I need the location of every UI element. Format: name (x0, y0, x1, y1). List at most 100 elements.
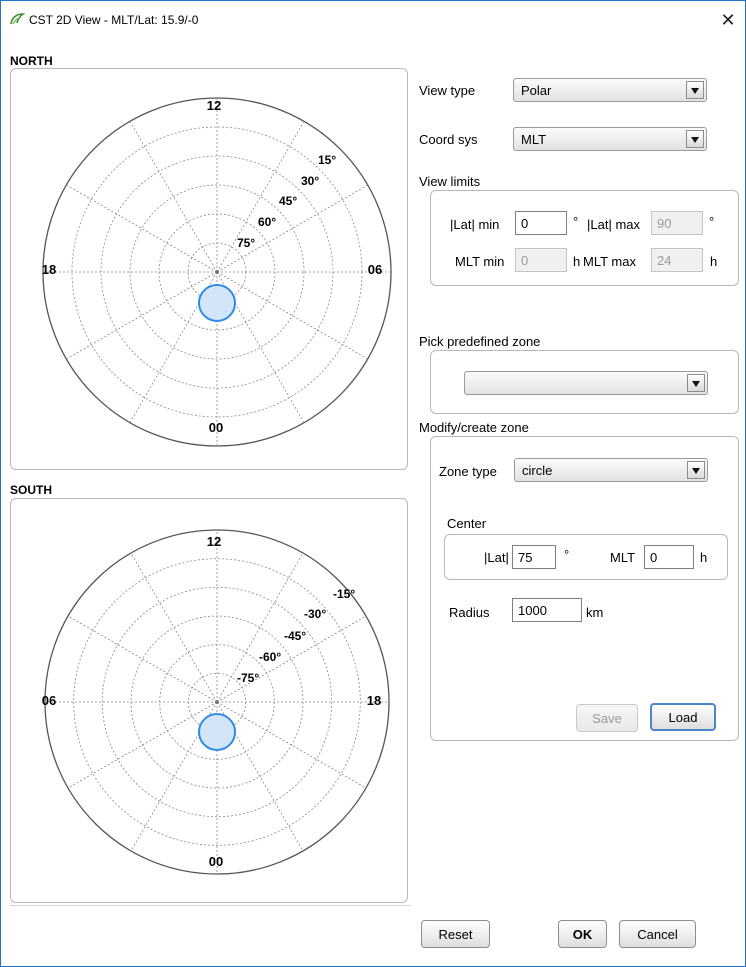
north-label: NORTH (10, 54, 53, 68)
coord-sys-value: MLT (521, 132, 547, 147)
predefined-zone-select[interactable] (464, 371, 708, 395)
center-lat-degree-unit: ° (564, 547, 570, 562)
north-pole-marker (215, 270, 219, 274)
south-lat-label-45: -45° (284, 629, 306, 643)
close-icon: ✕ (720, 10, 736, 30)
app-icon (10, 13, 25, 25)
north-polar-svg: 12 18 06 00 15° 30° 45° 60° 75° (42, 97, 392, 447)
dialog-content: NORTH 12 18 06 00 15° 30° 45° 60° 75° SO… (1, 37, 745, 966)
modify-zone-title: Modify/create zone (419, 420, 529, 435)
south-lat-label-60: -60° (259, 650, 281, 664)
close-button[interactable]: ✕ (717, 9, 739, 31)
north-lat-label-30: 30° (301, 174, 319, 188)
north-mlt-spoke (66, 271, 218, 360)
north-grid (42, 97, 392, 447)
south-polar-plot[interactable]: 12 06 18 00 -15° -30° -45° -60° -75° (10, 498, 408, 903)
view-type-value: Polar (521, 83, 552, 98)
north-lat-label-75: 75° (237, 236, 255, 250)
center-title: Center (447, 516, 487, 531)
south-zone-circle[interactable] (198, 713, 236, 751)
lat-min-label: |Lat| min (450, 217, 500, 232)
view-limits-group: |Lat| min ° |Lat| max ° MLT min h MLT ma… (430, 190, 739, 286)
window-title: CST 2D View - MLT/Lat: 15.9/-0 (29, 13, 199, 27)
coord-sys-label: Coord sys (419, 132, 478, 147)
north-lat-label-15: 15° (318, 153, 336, 167)
chevron-down-icon (686, 130, 704, 148)
south-right-label: 18 (367, 693, 381, 708)
radius-label: Radius (449, 605, 490, 620)
center-mlt-input[interactable] (644, 545, 694, 569)
zone-type-value: circle (522, 463, 553, 478)
south-lat-ring (44, 529, 390, 875)
lat-min-input[interactable] (515, 211, 567, 235)
south-pole-marker (215, 700, 219, 704)
south-lat-ring (73, 558, 361, 846)
south-mlt-spoke (67, 615, 218, 703)
south-mlt-spoke (130, 552, 218, 703)
save-zone-button[interactable]: Save (576, 704, 638, 732)
lat-max-degree-unit: ° (709, 214, 715, 229)
mlt-max-hour-unit: h (710, 254, 718, 269)
lat-min-degree-unit: ° (573, 214, 579, 229)
north-mlt-spoke (216, 184, 368, 273)
north-left-label: 18 (42, 262, 56, 277)
north-top-label: 12 (207, 98, 221, 113)
mlt-min-hour-unit: h (573, 254, 581, 269)
mlt-min-label: MLT min (455, 254, 505, 269)
south-lat-ring (101, 586, 333, 818)
center-lat-label: |Lat| (484, 550, 509, 565)
south-bottom-label: 00 (209, 854, 223, 869)
mlt-max-label: MLT max (583, 254, 636, 269)
ok-button[interactable]: OK (558, 920, 607, 948)
plot-divider (10, 905, 411, 906)
center-mlt-hour-unit: h (700, 550, 708, 565)
zone-type-label: Zone type (439, 464, 497, 479)
south-mlt-spoke (67, 701, 218, 789)
zone-type-select[interactable]: circle (514, 458, 708, 482)
title-bar: CST 2D View - MLT/Lat: 15.9/-0 ✕ (1, 1, 745, 37)
lat-max-label: |Lat| max (587, 217, 640, 232)
reset-button[interactable]: Reset (421, 920, 490, 948)
radius-input[interactable] (512, 598, 582, 622)
radius-km-unit: km (586, 605, 604, 620)
south-lat-label-30: -30° (304, 607, 326, 621)
center-lat-input[interactable] (512, 545, 556, 569)
lat-max-input[interactable] (651, 211, 703, 235)
north-zone-circle[interactable] (198, 284, 236, 322)
view-type-label: View type (419, 83, 476, 98)
north-right-label: 06 (368, 262, 382, 277)
south-polar-svg: 12 06 18 00 -15° -30° -45° -60° -75° (42, 529, 390, 875)
modify-zone-group: Zone type circle Center |Lat| ° MLT h Ra… (430, 436, 739, 741)
north-mlt-spoke (129, 121, 218, 273)
mlt-min-input[interactable] (515, 248, 567, 272)
north-mlt-spoke (216, 271, 368, 360)
south-lat-label-15: -15° (333, 587, 355, 601)
center-group: |Lat| ° MLT h (444, 534, 728, 580)
coord-sys-select[interactable]: MLT (513, 127, 707, 151)
north-lat-label-60: 60° (258, 215, 276, 229)
view-type-select[interactable]: Polar (513, 78, 707, 102)
north-lat-ring (129, 184, 305, 360)
south-lat-label-75: -75° (237, 671, 259, 685)
mlt-max-input[interactable] (651, 248, 703, 272)
south-top-label: 12 (207, 534, 221, 549)
south-mlt-spoke (216, 615, 367, 703)
south-label: SOUTH (10, 483, 52, 497)
chevron-down-icon (687, 374, 705, 392)
center-mlt-label: MLT (610, 550, 636, 565)
predefined-zone-title: Pick predefined zone (419, 334, 541, 349)
south-mlt-spoke (216, 701, 367, 789)
north-mlt-spoke (66, 184, 218, 273)
south-left-label: 06 (42, 693, 56, 708)
predefined-zone-group (430, 350, 739, 414)
south-mlt-spoke (216, 552, 304, 703)
view-limits-title: View limits (419, 174, 481, 189)
chevron-down-icon (687, 461, 705, 479)
chevron-down-icon (686, 81, 704, 99)
load-zone-button[interactable]: Load (650, 703, 716, 731)
north-bottom-label: 00 (209, 420, 223, 435)
north-polar-plot[interactable]: 12 18 06 00 15° 30° 45° 60° 75° (10, 68, 408, 470)
north-lat-label-45: 45° (279, 194, 297, 208)
cancel-button[interactable]: Cancel (619, 920, 696, 948)
